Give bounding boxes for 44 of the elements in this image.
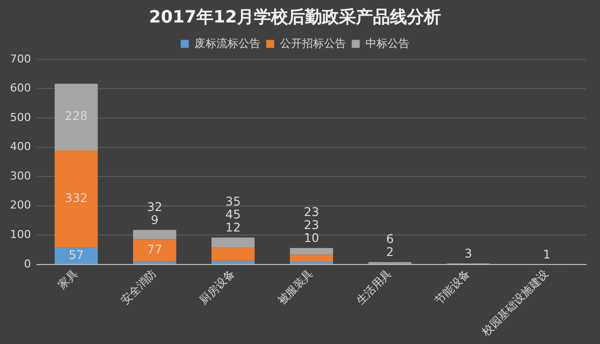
bar — [212, 237, 255, 248]
x-tick-label: 校园基础设施建设 — [478, 267, 551, 340]
legend-label: 公开招标公告 — [280, 36, 346, 50]
y-tick-label: 100 — [10, 228, 31, 242]
bar — [290, 254, 334, 262]
data-label: 10 — [304, 231, 320, 246]
data-label: 57 — [68, 248, 84, 262]
chart-title: 2017年12月学校后勤政采产品线分析 — [149, 8, 441, 28]
x-tick-label: 节能设备 — [432, 267, 472, 308]
x-tick-label: 安全消防 — [118, 267, 159, 308]
data-label: 45 — [225, 208, 241, 222]
data-label: 35 — [225, 194, 241, 209]
y-tick-label: 300 — [10, 169, 31, 182]
x-tick-label: 被服装具 — [275, 267, 316, 308]
bar — [54, 84, 98, 150]
y-tick-label: 500 — [10, 110, 31, 124]
data-label: 2 — [386, 245, 394, 260]
data-label: 77 — [147, 242, 162, 257]
x-tick-label: 家具 — [56, 267, 80, 292]
legend-label: 中标公告 — [365, 36, 410, 50]
data-label: 12 — [225, 220, 241, 235]
y-tick-label: 600 — [10, 82, 31, 95]
bar — [133, 230, 176, 240]
data-label: 32 — [147, 200, 162, 214]
bar — [212, 260, 255, 264]
data-label: 1 — [542, 247, 551, 262]
y-tick-label: 200 — [10, 198, 31, 212]
data-label: 3 — [464, 246, 472, 261]
legend-label: 废标流标公告 — [194, 36, 260, 50]
data-label: 6 — [386, 232, 394, 246]
y-tick-label: 400 — [10, 140, 31, 154]
x-tick-label: 生活用具 — [354, 267, 394, 308]
bar — [133, 239, 176, 262]
data-label: 23 — [304, 218, 320, 232]
data-label: 9 — [150, 213, 158, 227]
bar — [290, 248, 334, 255]
x-tick-label: 厨房设备 — [196, 267, 238, 308]
data-label: 23 — [304, 205, 320, 220]
bar — [54, 248, 98, 264]
bar — [212, 248, 255, 261]
y-tick-label: 700 — [10, 52, 31, 66]
y-tick-label: 0 — [24, 257, 31, 270]
data-label: 332 — [64, 191, 88, 206]
bar — [54, 150, 98, 248]
